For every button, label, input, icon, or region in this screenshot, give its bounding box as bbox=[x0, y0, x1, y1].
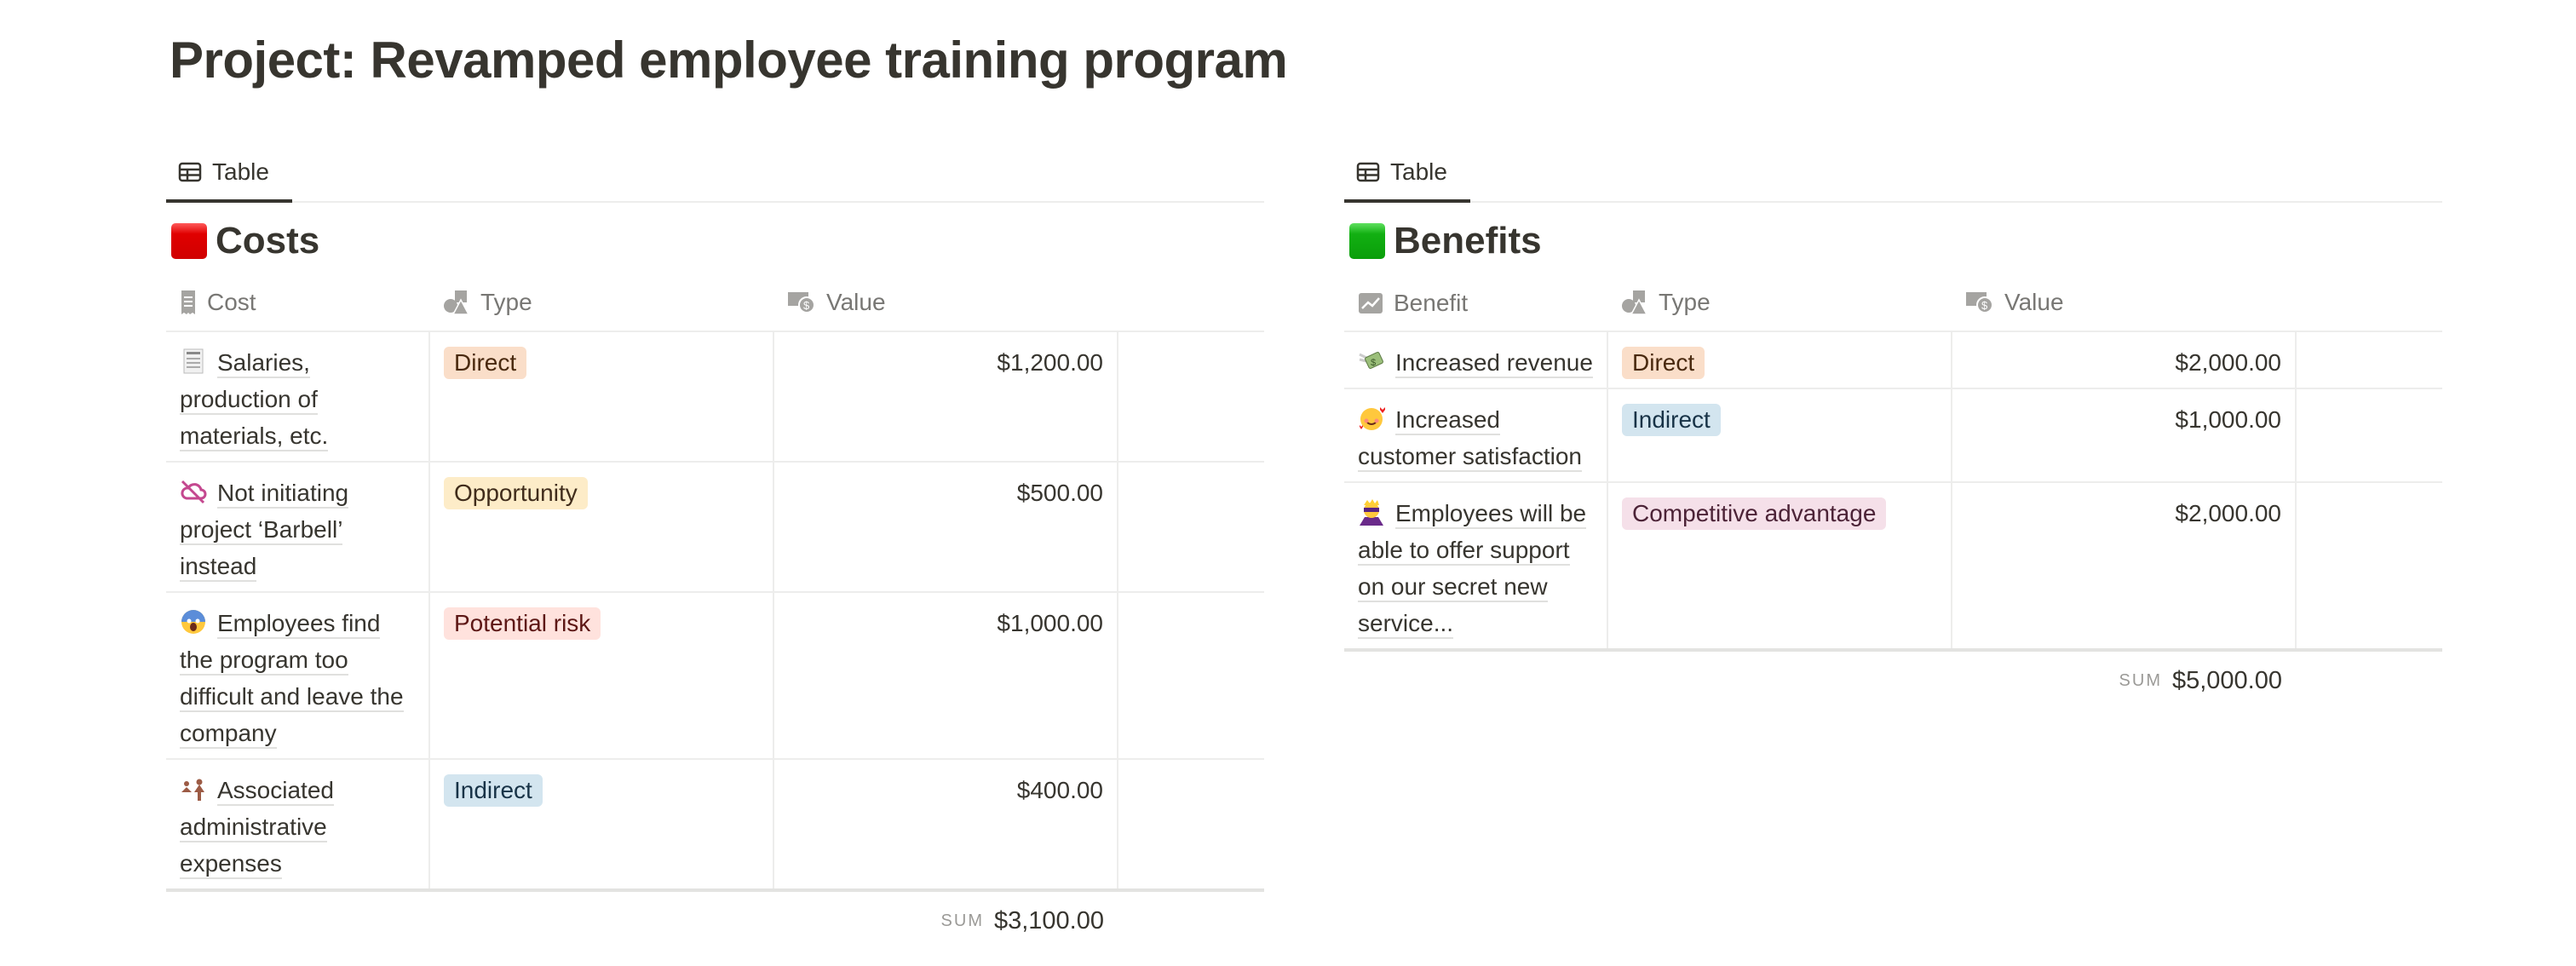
cloud-off-icon bbox=[181, 480, 207, 504]
header-label: Cost bbox=[207, 289, 256, 315]
sum-footer[interactable]: SUM $5,000.00 bbox=[1344, 652, 2282, 710]
type-tag[interactable]: Potential risk bbox=[444, 607, 601, 640]
column-header-empty bbox=[2296, 279, 2442, 332]
column-header-empty bbox=[1118, 279, 1264, 332]
table-icon bbox=[178, 162, 202, 182]
view-tabs: Table bbox=[1344, 143, 2442, 203]
green-square-icon bbox=[1349, 223, 1385, 259]
type-tag[interactable]: Direct bbox=[444, 347, 527, 379]
row-title[interactable]: Associated administrative expenses bbox=[180, 777, 334, 879]
shapes-icon bbox=[1622, 290, 1648, 315]
svg-text:$: $ bbox=[803, 299, 810, 312]
people-icon bbox=[181, 779, 204, 801]
receipt-icon bbox=[181, 290, 195, 314]
benefits-database: Table Benefits Benefit Type $ Value $ Incr… bbox=[1344, 143, 2442, 710]
heading-text: Benefits bbox=[1394, 220, 1542, 262]
smiling-hearts-icon bbox=[1360, 407, 1385, 430]
value-cell[interactable]: $400.00 bbox=[773, 759, 1118, 892]
sum-value: $3,100.00 bbox=[993, 906, 1104, 934]
table-row[interactable]: Employees find the program too difficult… bbox=[166, 592, 1264, 760]
table-row[interactable]: Increased customer satisfaction Indirect… bbox=[1344, 388, 2442, 483]
chart-up-icon bbox=[1359, 293, 1383, 313]
tab-label: Table bbox=[1390, 158, 1447, 185]
sum-label: SUM bbox=[940, 911, 984, 930]
type-tag[interactable]: Competitive advantage bbox=[1622, 497, 1887, 530]
column-header-benefit[interactable]: Benefit bbox=[1344, 279, 1607, 332]
tab-table[interactable]: Table bbox=[1344, 145, 1470, 203]
row-title[interactable]: Salaries, production of materials, etc. bbox=[180, 349, 329, 451]
table-row[interactable]: Salaries, production of materials, etc. … bbox=[166, 331, 1264, 463]
money-icon: $ bbox=[1966, 292, 1993, 313]
svg-text:$: $ bbox=[1981, 299, 1988, 312]
column-header-cost[interactable]: Cost bbox=[166, 279, 429, 332]
tab-table[interactable]: Table bbox=[166, 145, 292, 203]
money-wings-icon: $ bbox=[1359, 352, 1383, 369]
receipt-icon bbox=[183, 348, 204, 374]
header-label: Benefit bbox=[1394, 290, 1469, 316]
sum-label: SUM bbox=[2119, 670, 2162, 690]
type-tag[interactable]: Indirect bbox=[1622, 404, 1721, 436]
view-tabs: Table bbox=[166, 143, 1264, 203]
table-row[interactable]: Associated administrative expenses Indir… bbox=[166, 759, 1264, 892]
value-cell[interactable]: $2,000.00 bbox=[1952, 331, 2297, 389]
tab-label: Table bbox=[212, 158, 269, 185]
database-title[interactable]: Costs bbox=[166, 203, 1264, 279]
sum-footer[interactable]: SUM $3,100.00 bbox=[166, 892, 1104, 950]
column-header-type[interactable]: Type bbox=[429, 279, 773, 332]
header-label: Value bbox=[2004, 289, 2064, 315]
column-header-value[interactable]: $ Value bbox=[1952, 279, 2296, 332]
header-label: Type bbox=[1659, 289, 1711, 315]
benefits-table: Benefit Type $ Value $ Increased revenue D… bbox=[1344, 279, 2442, 652]
red-square-icon bbox=[171, 223, 207, 259]
money-icon: $ bbox=[788, 292, 815, 313]
value-cell[interactable]: $500.00 bbox=[773, 462, 1118, 593]
type-tag[interactable]: Indirect bbox=[444, 774, 543, 807]
row-title[interactable]: Increased customer satisfaction bbox=[1358, 406, 1582, 472]
heading-text: Costs bbox=[216, 220, 320, 262]
value-cell[interactable]: $2,000.00 bbox=[1952, 482, 2297, 652]
column-header-type[interactable]: Type bbox=[1607, 279, 1952, 332]
page-title: Project: Revamped employee training prog… bbox=[170, 32, 1288, 89]
supervillain-icon bbox=[1360, 499, 1383, 526]
shapes-icon bbox=[444, 290, 470, 315]
sum-value: $5,000.00 bbox=[2171, 666, 2282, 694]
database-title[interactable]: Benefits bbox=[1344, 203, 2442, 279]
costs-database: Table Costs Cost Type $ Value Salaries, p… bbox=[166, 143, 1264, 950]
table-row[interactable]: Employees will be able to offer support … bbox=[1344, 482, 2442, 652]
type-tag[interactable]: Opportunity bbox=[444, 477, 588, 509]
row-title[interactable]: Employees will be able to offer support … bbox=[1358, 500, 1587, 639]
screaming-face-icon bbox=[181, 610, 205, 634]
row-title[interactable]: Increased revenue bbox=[1395, 349, 1593, 378]
value-cell[interactable]: $1,000.00 bbox=[773, 592, 1118, 760]
value-cell[interactable]: $1,000.00 bbox=[1952, 388, 2297, 483]
column-header-value[interactable]: $ Value bbox=[773, 279, 1118, 332]
table-icon bbox=[1356, 162, 1380, 182]
type-tag[interactable]: Direct bbox=[1622, 347, 1705, 379]
row-title[interactable]: Employees find the program too difficult… bbox=[180, 610, 404, 749]
row-title[interactable]: Not initiating project ‘Barbell’ instead bbox=[180, 480, 349, 582]
table-row[interactable]: $ Increased revenue Direct $2,000.00 bbox=[1344, 331, 2442, 389]
svg-text:$: $ bbox=[1371, 358, 1376, 368]
header-label: Type bbox=[480, 289, 532, 315]
header-label: Value bbox=[826, 289, 886, 315]
costs-table: Cost Type $ Value Salaries, production of… bbox=[166, 279, 1264, 892]
value-cell[interactable]: $1,200.00 bbox=[773, 331, 1118, 463]
table-row[interactable]: Not initiating project ‘Barbell’ instead… bbox=[166, 462, 1264, 593]
